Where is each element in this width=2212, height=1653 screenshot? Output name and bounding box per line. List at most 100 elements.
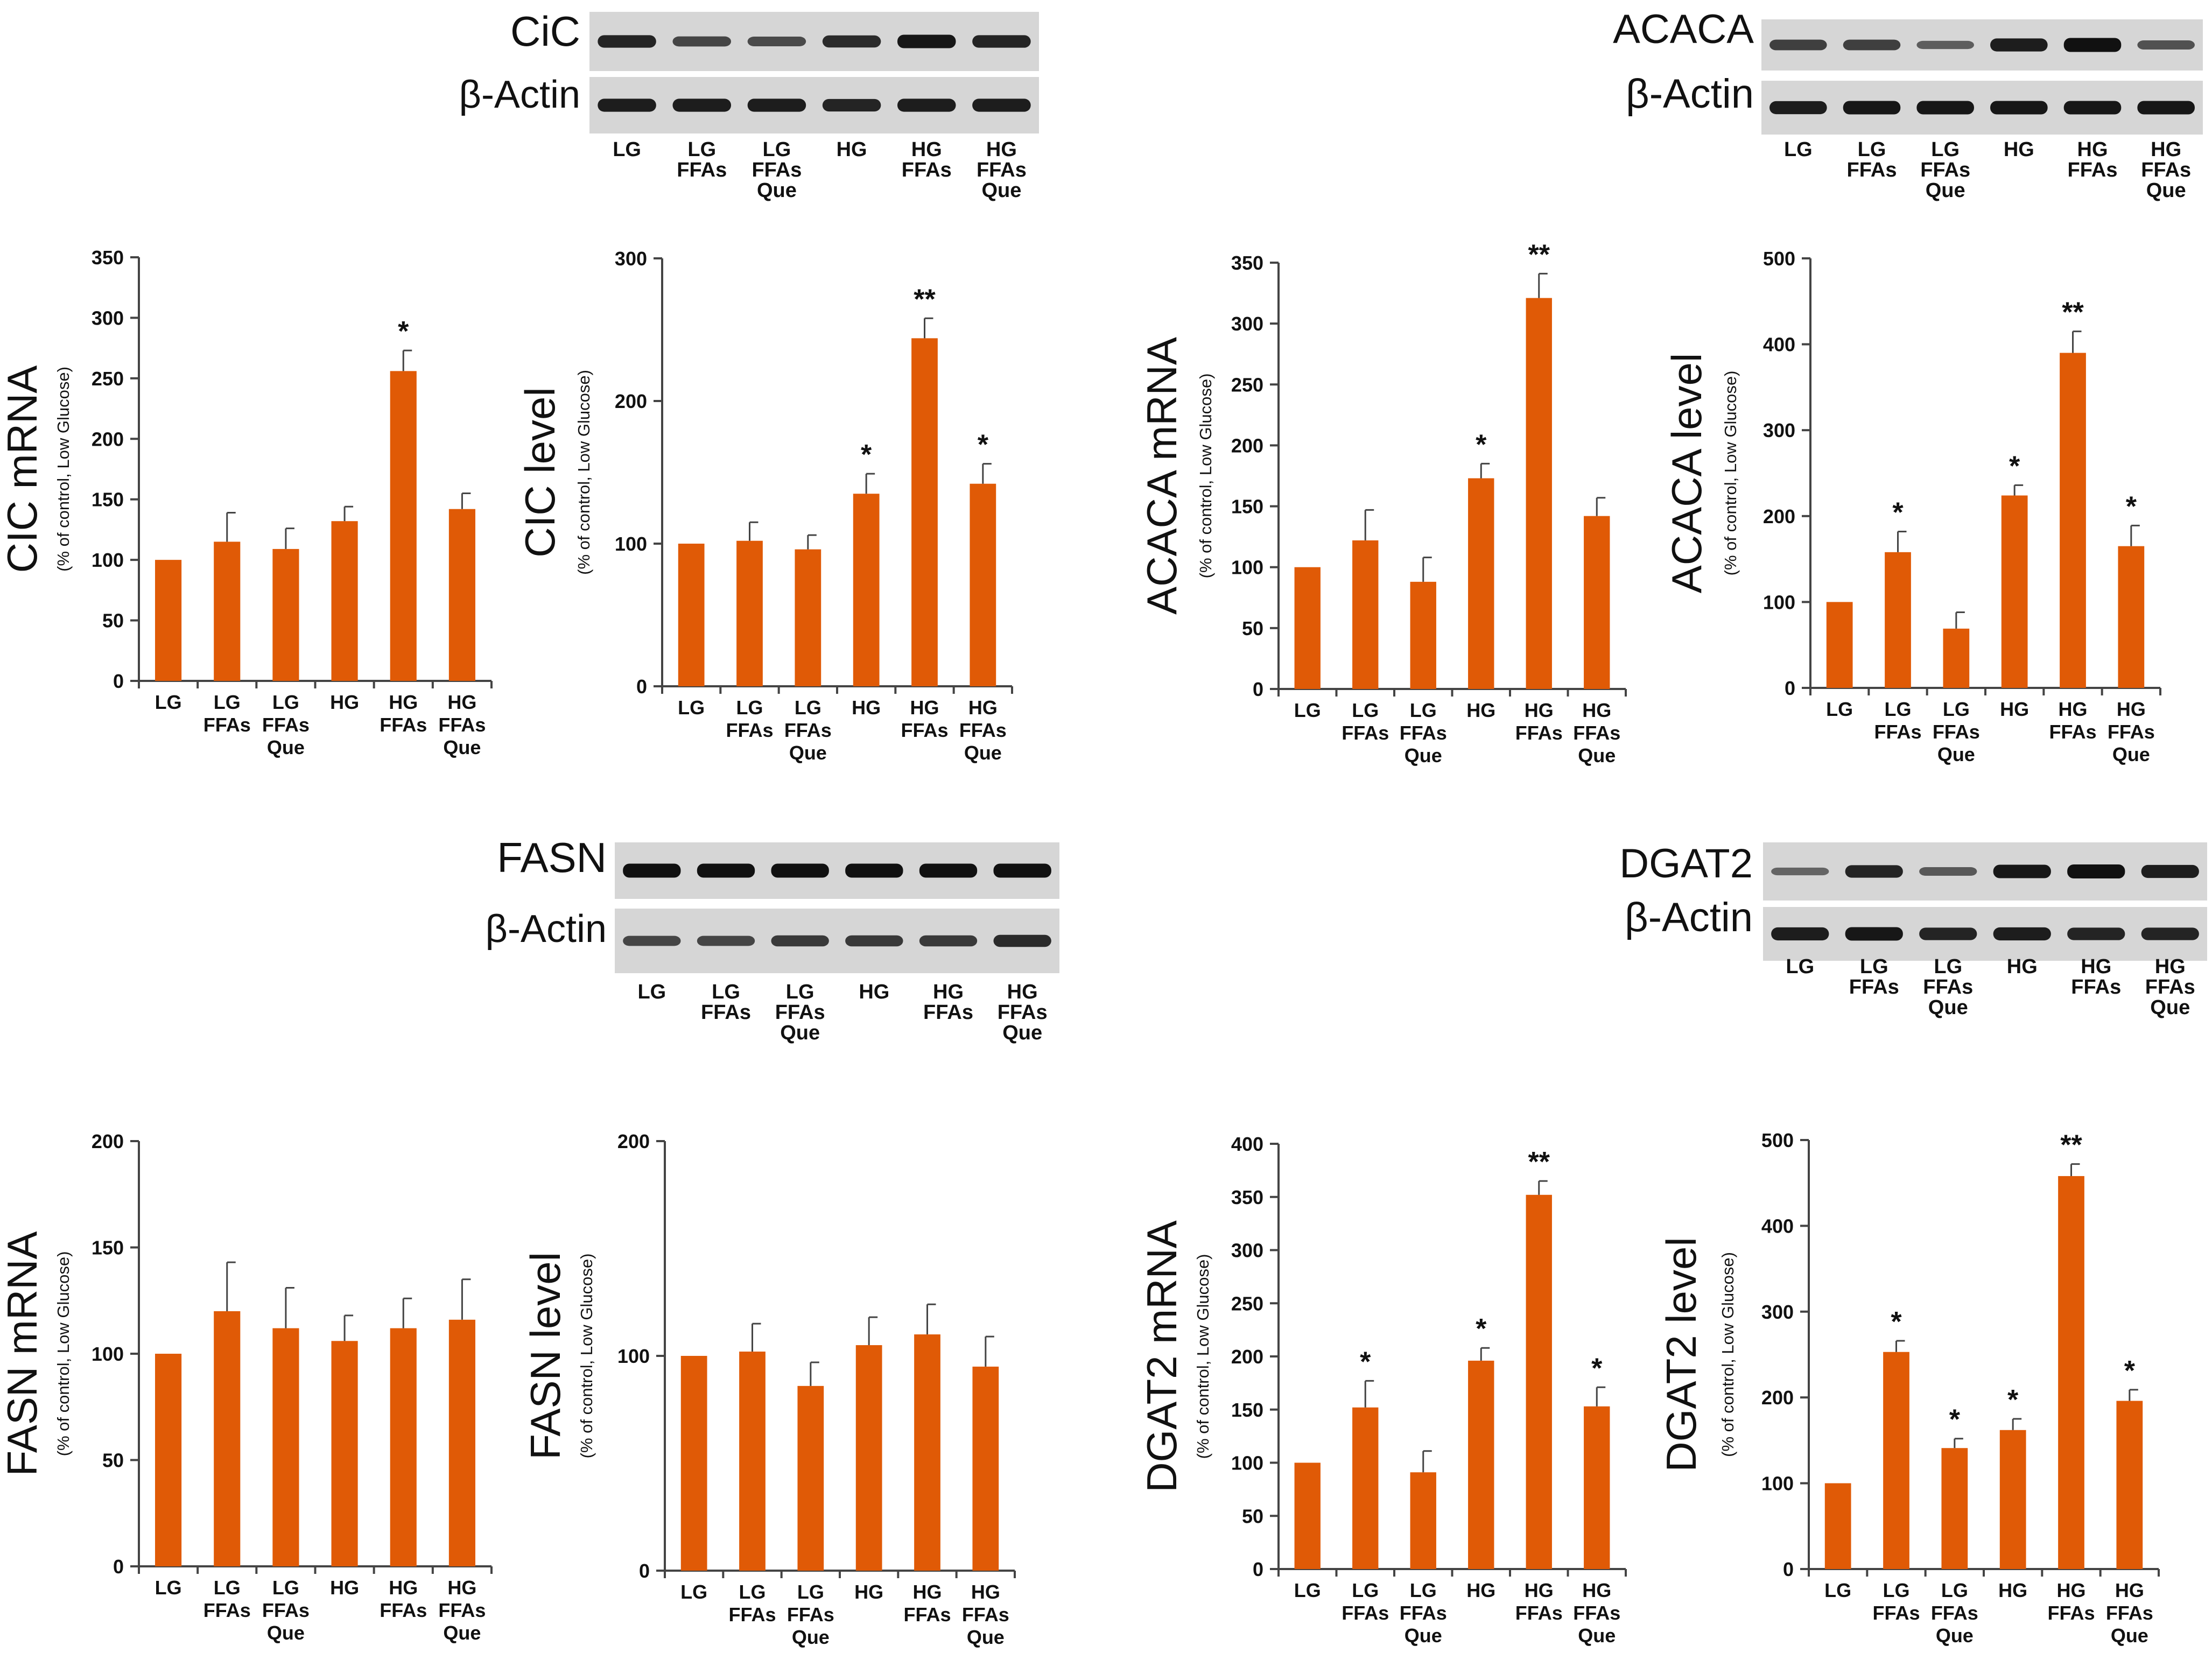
blot-loading-label: β-Actin (486, 908, 607, 951)
bar (214, 541, 241, 681)
significance-marker: * (1892, 497, 1904, 529)
significance-marker: * (1591, 1353, 1603, 1384)
blot-lane-label: LG (1858, 138, 1886, 161)
bar (1943, 628, 1970, 688)
y-tick-label: 500 (1761, 1129, 1794, 1151)
x-category-label: LG (272, 1577, 299, 1599)
blot-band-target (1916, 40, 1974, 50)
bar-chart-fasn-mrna: FASN mRNA (% of control, Low Glucose) 0 50 1… (0, 1130, 493, 1644)
blot-band-target (2063, 38, 2122, 52)
blot-lane-label: HG (2004, 138, 2034, 161)
x-category-label: FFAs (2108, 721, 2155, 743)
y-tick-label: 100 (1761, 1473, 1794, 1495)
blot-lane-label: FFAs (677, 159, 727, 181)
y-axis-title: FASN mRNA (0, 1231, 46, 1476)
blot-band-loading (845, 935, 903, 947)
y-tick-label: 100 (1231, 1452, 1263, 1474)
x-category-label: LG (1943, 698, 1970, 720)
significance-marker: * (978, 430, 989, 461)
x-category-label: LG (1294, 1579, 1321, 1601)
x-category-label: FFAs (1931, 1602, 1978, 1624)
bar (795, 549, 821, 686)
x-category-label: HG (1525, 1579, 1554, 1601)
blot-target-label: DGAT2 (1619, 841, 1753, 887)
blot-loading-label: β-Actin (1626, 71, 1754, 117)
blot-lane-label: FFAs (2145, 976, 2195, 998)
x-category-label: HG (389, 691, 418, 713)
y-tick-label: 300 (1231, 1240, 1263, 1262)
blot-band-loading (623, 935, 681, 946)
blot-band-target (845, 863, 903, 878)
y-tick-label: 250 (92, 368, 124, 390)
blot-band-loading (1771, 927, 1829, 941)
bar (2058, 1176, 2084, 1569)
blot-band-target (897, 34, 956, 48)
y-tick-label: 50 (1242, 1505, 1263, 1527)
bar-chart-fasn-level: FASN level (% of control, Low Glucose) 0 10… (522, 1130, 1016, 1648)
blot-band-loading (1919, 927, 1977, 940)
bar-chart-layer: CIC mRNA (% of control, Low Glucose) 0 50 10… (0, 239, 2161, 1648)
x-category-label: LG (678, 697, 705, 719)
bar (853, 494, 880, 686)
bar (1352, 1407, 1379, 1569)
blot-band-loading (1990, 101, 2048, 115)
blot-lane-label: Que (981, 179, 1021, 202)
blot-band-loading (598, 99, 656, 112)
x-category-label: FFAs (203, 1599, 251, 1621)
blot-lane-label: HG (837, 138, 867, 161)
bar (390, 371, 417, 681)
bar-chart-acaca-mrna: ACACA mRNA (% of control, Low Glucose) 0 50… (1138, 239, 1627, 766)
y-tick-label: 0 (1253, 678, 1263, 700)
x-category-label: FFAs (1573, 1602, 1620, 1624)
blot-target-label: ACACA (1613, 6, 1754, 52)
blot-lane-label: Que (757, 179, 797, 202)
y-tick-label: 400 (1231, 1133, 1263, 1155)
blot-band-loading (1916, 101, 1974, 115)
blot-band-loading (1769, 101, 1827, 115)
blot-lane-label: HG (2081, 955, 2111, 978)
blot-band-loading (919, 935, 978, 947)
y-tick-label: 400 (1761, 1215, 1794, 1237)
x-category-label: HG (854, 1581, 883, 1603)
bar (1999, 1430, 2026, 1569)
blot-target-label: FASN (497, 834, 607, 881)
x-category-label: HG (330, 691, 359, 713)
x-category-label: FFAs (726, 719, 773, 741)
bar (155, 1354, 182, 1566)
blot-lane-label: FFAs (701, 1001, 751, 1024)
significance-marker: ** (914, 284, 936, 315)
x-category-label: LG (214, 1577, 241, 1599)
x-category-label: Que (1405, 744, 1442, 766)
blot-lane-label: FFAs (1847, 159, 1897, 181)
blot-band-target (1843, 39, 1901, 51)
x-category-label: FFAs (1933, 721, 1980, 743)
x-category-label: LG (795, 697, 821, 719)
x-category-label: FFAs (1342, 722, 1389, 744)
y-tick-label: 150 (92, 1237, 124, 1259)
significance-marker: * (1476, 429, 1487, 460)
bar (680, 1356, 707, 1571)
blot-band-loading (993, 934, 1051, 947)
bar (972, 1366, 999, 1571)
x-category-label: LG (1294, 699, 1321, 721)
bar (272, 1328, 299, 1566)
blot-strip-target (1763, 842, 2207, 901)
significance-marker: * (398, 316, 409, 347)
x-category-label: Que (967, 1626, 1005, 1648)
x-category-label: FFAs (901, 719, 948, 741)
blot-band-loading (822, 99, 881, 112)
bar (855, 1345, 882, 1571)
blot-strip-loading (1763, 907, 2207, 961)
blot-strip-loading (589, 77, 1039, 133)
blot-band-loading (1843, 101, 1901, 115)
y-tick-label: 200 (1231, 1346, 1263, 1368)
x-category-label: Que (267, 736, 305, 758)
x-category-label: Que (267, 1622, 305, 1644)
blot-lane-label: Que (780, 1022, 820, 1044)
x-category-label: FFAs (1872, 1602, 1920, 1624)
significance-marker: ** (2062, 297, 2084, 328)
blot-lane-label: Que (2150, 996, 2190, 1019)
y-tick-label: 300 (1231, 313, 1263, 335)
bar (214, 1311, 241, 1566)
y-tick-label: 200 (92, 1130, 124, 1152)
